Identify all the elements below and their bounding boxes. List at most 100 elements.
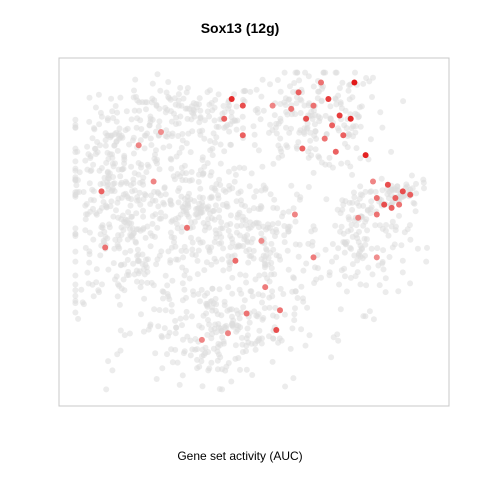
data-point <box>217 160 224 167</box>
data-point <box>215 91 222 98</box>
data-point <box>72 248 79 255</box>
data-point <box>175 256 181 263</box>
data-point <box>130 150 137 157</box>
data-point <box>268 240 275 247</box>
data-point <box>261 305 268 312</box>
data-point <box>116 236 123 243</box>
data-point <box>237 271 244 278</box>
data-point <box>138 126 145 132</box>
data-point <box>97 109 104 116</box>
data-point <box>241 297 248 304</box>
data-point <box>237 366 243 373</box>
data-point <box>156 118 163 125</box>
data-point <box>194 257 201 264</box>
data-point <box>292 218 299 225</box>
highlighted-point <box>299 145 306 152</box>
data-point <box>140 213 147 220</box>
data-point <box>148 142 155 148</box>
data-point <box>354 257 361 264</box>
data-point <box>400 98 407 105</box>
data-point <box>129 137 136 144</box>
data-point <box>239 113 246 120</box>
data-point <box>158 333 165 339</box>
data-point <box>137 117 144 124</box>
highlighted-point <box>198 336 205 343</box>
data-point <box>184 333 191 340</box>
highlighted-point <box>135 142 142 149</box>
data-point <box>304 124 311 131</box>
data-point <box>244 325 251 332</box>
data-point <box>277 88 284 95</box>
data-point <box>260 315 267 321</box>
data-point <box>410 199 417 206</box>
data-point <box>389 244 396 251</box>
data-point <box>285 266 292 273</box>
data-point <box>205 216 212 223</box>
data-point <box>164 133 170 140</box>
data-point <box>112 236 119 243</box>
data-point <box>219 366 225 373</box>
data-point <box>241 165 248 172</box>
data-point <box>205 317 211 323</box>
data-point <box>147 321 154 328</box>
data-point <box>203 259 210 266</box>
data-point <box>109 187 116 194</box>
data-point <box>259 163 266 170</box>
data-point <box>289 288 296 295</box>
data-point <box>145 163 152 170</box>
data-point <box>406 222 413 229</box>
data-point <box>154 256 161 263</box>
data-point <box>397 193 404 200</box>
data-point <box>332 96 339 103</box>
data-point <box>407 236 414 243</box>
highlighted-point <box>362 152 369 159</box>
data-point <box>154 71 161 78</box>
data-point <box>168 244 175 251</box>
data-point <box>233 126 240 133</box>
highlighted-point <box>373 211 380 218</box>
data-point <box>289 325 296 332</box>
highlighted-point <box>384 181 391 188</box>
data-point <box>280 291 287 297</box>
data-point <box>233 328 240 335</box>
data-point <box>227 121 234 128</box>
highlighted-point <box>239 132 246 139</box>
data-point <box>243 366 250 373</box>
data-point <box>248 288 255 295</box>
data-point <box>236 315 243 322</box>
data-point <box>250 205 257 212</box>
data-point <box>207 147 214 154</box>
data-point <box>294 69 300 76</box>
data-point <box>228 306 235 313</box>
data-point <box>358 103 365 110</box>
data-point <box>269 288 276 295</box>
data-point <box>256 327 263 334</box>
data-point <box>86 259 93 266</box>
data-point <box>212 187 219 194</box>
data-point <box>116 301 123 308</box>
data-point <box>75 315 82 322</box>
data-point <box>140 196 147 203</box>
data-point <box>283 124 289 131</box>
data-point <box>142 132 149 139</box>
data-point <box>208 326 215 333</box>
highlighted-point <box>295 89 302 96</box>
data-point <box>80 189 87 195</box>
data-point <box>240 96 247 103</box>
data-point <box>338 160 345 167</box>
data-point <box>414 245 421 252</box>
data-point <box>114 147 121 154</box>
data-point <box>254 105 261 112</box>
data-point <box>127 247 134 254</box>
data-point <box>296 77 303 84</box>
data-point <box>180 336 186 343</box>
data-point <box>360 202 367 209</box>
data-point <box>249 372 256 378</box>
data-point <box>180 95 187 102</box>
data-point <box>99 222 106 229</box>
data-point <box>227 212 234 219</box>
data-point <box>133 210 140 217</box>
data-point <box>111 142 118 149</box>
data-point <box>181 196 188 202</box>
